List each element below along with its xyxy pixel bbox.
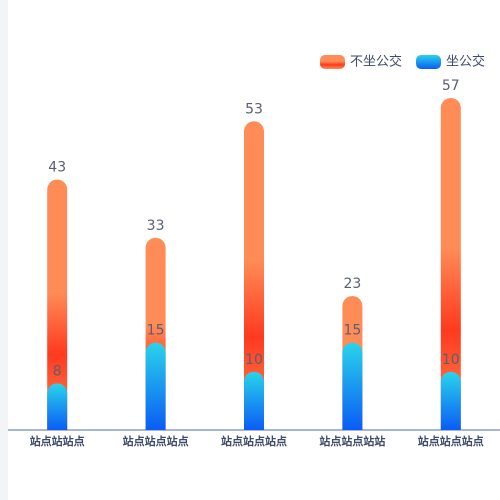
side-strip: [0, 0, 8, 500]
value-label: 43: [48, 160, 66, 176]
value-label: 33: [147, 218, 165, 234]
x-tick-label: 站点站点站点: [221, 434, 287, 448]
value-label: 23: [343, 276, 361, 292]
bar: [342, 342, 363, 430]
legend-swatch: [416, 55, 442, 69]
value-label: 53: [245, 101, 263, 117]
bar: [440, 98, 461, 430]
legend-label: 坐公交: [446, 54, 485, 70]
value-label: 8: [53, 363, 62, 379]
x-tick-label: 站点站点站站: [319, 434, 385, 448]
x-tick-label: 站点站站点: [30, 434, 85, 448]
legend-swatch: [320, 55, 345, 69]
legend-label: 不坐公交: [350, 54, 402, 70]
value-label: 10: [442, 352, 460, 368]
value-label: 15: [147, 323, 165, 339]
bar: [47, 383, 68, 430]
bar: [244, 371, 264, 430]
bar: [145, 342, 166, 430]
bar: [440, 371, 461, 430]
bar: [47, 179, 68, 430]
bar: [244, 121, 264, 430]
value-label: 10: [245, 352, 263, 368]
x-tick-label: 站点站点站点: [418, 434, 484, 448]
value-label: 15: [343, 323, 361, 339]
x-tick-label: 站点站点站点: [123, 434, 189, 448]
value-label: 57: [442, 78, 460, 94]
